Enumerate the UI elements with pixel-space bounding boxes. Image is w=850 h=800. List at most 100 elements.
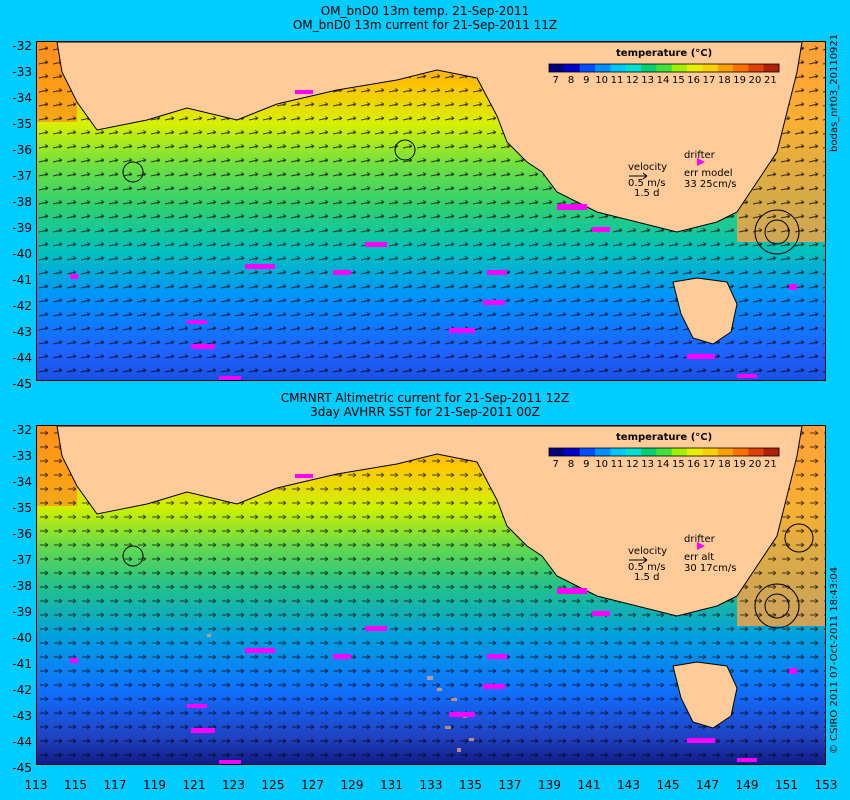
latitude-tick-label: -35 — [12, 501, 32, 515]
panel2-err-value: 30 17cm/s — [684, 563, 737, 574]
longitude-tick-label: 127 — [301, 778, 324, 792]
colorbar-tick-label: 12 — [625, 75, 639, 86]
colorbar-swatch — [671, 64, 688, 72]
panel2-velocity-time: 1.5 d — [634, 572, 660, 583]
colorbar-swatch — [748, 448, 765, 456]
latitude-tick-label: -42 — [12, 299, 32, 313]
colorbar-tick-label: 15 — [671, 459, 685, 470]
australia-land — [56, 42, 803, 233]
temperature-colorbar — [548, 63, 780, 73]
colorbar-tick-label: 14 — [656, 75, 670, 86]
colorbar-swatch — [625, 448, 642, 456]
velocity-scale-arrow — [629, 556, 648, 564]
longitude-tick-label: 123 — [222, 778, 245, 792]
colorbar-swatch — [717, 64, 734, 72]
colorbar-tick-label: 11 — [610, 459, 624, 470]
longitude-tick-label: 147 — [696, 778, 719, 792]
latitude-tick-label: -38 — [12, 195, 32, 209]
latitude-tick-label: -33 — [12, 449, 32, 463]
panel1-velocity-label: velocity — [628, 162, 668, 173]
latitude-tick-label: -38 — [12, 579, 32, 593]
colorbar-swatch — [595, 64, 611, 72]
colorbar-tick-label: 19 — [733, 75, 747, 86]
latitude-tick-label: -34 — [12, 91, 32, 105]
panel2-title-line2: 3day AVHRR SST for 21-Sep-2011 00Z — [310, 405, 540, 419]
colorbar-swatch — [702, 448, 719, 456]
colorbar-swatch — [549, 64, 565, 72]
colorbar-tick-label: 9 — [583, 75, 590, 86]
panel1-title-line1: OM_bnD0 13m temp. 21-Sep-2011 — [320, 4, 530, 18]
colorbar-swatch — [564, 448, 581, 456]
panel1-side-text: bodas_nrt03_20110921 — [829, 33, 840, 152]
colorbar-tick-label: 21 — [763, 459, 777, 470]
longitude-tick-label: 153 — [814, 778, 838, 792]
colorbar-swatch — [579, 448, 596, 456]
latitude-tick-label: -45 — [12, 377, 32, 391]
panel1-map — [36, 41, 826, 381]
panel2-velocity-scale: 0.5 m/s — [628, 562, 666, 573]
colorbar-tick-label: 17 — [702, 459, 716, 470]
colorbar-tick-label: 18 — [717, 459, 731, 470]
latitude-tick-label: -33 — [12, 65, 32, 79]
colorbar-tick-label: 7 — [552, 75, 559, 86]
tasmania-land — [672, 661, 738, 729]
colorbar-tick-label: 19 — [733, 459, 747, 470]
colorbar-swatch — [733, 64, 749, 72]
panel2-side-text: © CSIRO 2011 07-Oct-2011 18:43:04 — [829, 566, 840, 754]
latitude-tick-label: -43 — [12, 709, 32, 723]
colorbar-swatch — [610, 448, 627, 456]
latitude-tick-label: -44 — [12, 351, 32, 365]
longitude-tick-label: 133 — [419, 778, 443, 792]
panel1-err-value: 33 25cm/s — [684, 179, 737, 190]
colorbar-swatch — [687, 448, 703, 456]
latitude-tick-label: -41 — [12, 273, 32, 287]
panel2-drifter-label: drifter — [684, 534, 715, 545]
latitude-tick-label: -36 — [12, 527, 32, 541]
panel2-title-line1: CMRNRT Altimetric current for 21-Sep-201… — [280, 391, 570, 405]
colorbar-tick-label: 11 — [610, 75, 624, 86]
colorbar-tick-label: 21 — [763, 75, 777, 86]
panel1-title-line2: OM_bnD0 13m current for 21-Sep-2011 11Z — [292, 18, 558, 32]
colorbar-tick-label: 15 — [671, 75, 685, 86]
longitude-tick-label: 115 — [64, 778, 87, 792]
latitude-tick-label: -43 — [12, 325, 32, 339]
longitude-tick-label: 143 — [617, 778, 640, 792]
colorbar-swatch — [733, 448, 749, 456]
colorbar-swatch — [595, 448, 611, 456]
colorbar-swatch — [763, 448, 780, 456]
panel1-drifter-label: drifter — [684, 150, 715, 161]
panel1-colorbar-title: temperature (°C) — [616, 48, 713, 59]
colorbar-tick-label: 16 — [687, 75, 701, 86]
colorbar-swatch — [656, 448, 673, 456]
colorbar-swatch — [748, 64, 765, 72]
longitude-tick-label: 129 — [340, 778, 364, 792]
latitude-tick-label: -32 — [12, 423, 32, 437]
longitude-tick-label: 149 — [735, 778, 759, 792]
eddy-circles — [122, 139, 800, 255]
panel2-velocity-label: velocity — [628, 546, 668, 557]
temperature-colorbar — [548, 447, 780, 457]
panel1-map-svg — [37, 42, 825, 380]
latitude-tick-label: -36 — [12, 143, 32, 157]
tasmania-land — [672, 277, 738, 345]
colorbar-tick-label: 13 — [641, 459, 655, 470]
latitude-tick-label: -37 — [12, 169, 32, 183]
colorbar-swatch — [641, 448, 657, 456]
colorbar-tick-label: 16 — [687, 459, 701, 470]
colorbar-swatch — [687, 64, 703, 72]
longitude-tick-label: 131 — [380, 778, 403, 792]
latitude-tick-label: -44 — [12, 735, 32, 749]
colorbar-tick-label: 12 — [625, 459, 639, 470]
latitude-tick-label: -42 — [12, 683, 32, 697]
colorbar-tick-label: 14 — [656, 459, 670, 470]
colorbar-tick-label: 17 — [702, 75, 716, 86]
colorbar-tick-label: 10 — [595, 75, 609, 86]
colorbar-tick-label: 18 — [717, 75, 731, 86]
velocity-scale-arrow — [629, 172, 648, 180]
colorbar-swatch — [656, 64, 673, 72]
longitude-tick-label: 141 — [577, 778, 601, 792]
longitude-tick-label: 121 — [182, 778, 206, 792]
longitude-tick-label: 117 — [103, 778, 127, 792]
colorbar-tick-label: 20 — [748, 459, 762, 470]
panel2-colorbar-title: temperature (°C) — [616, 432, 713, 443]
